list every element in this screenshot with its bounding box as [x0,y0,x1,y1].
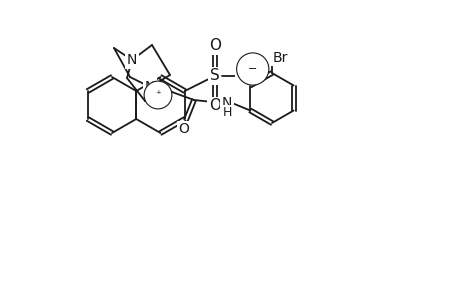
Text: ⁺: ⁺ [155,90,161,100]
Text: −: − [247,64,257,74]
Text: O: O [236,68,248,83]
Text: O: O [178,122,189,136]
Text: Br: Br [272,51,287,65]
Text: N: N [221,96,232,110]
Text: N: N [145,80,155,94]
Text: N: N [127,53,137,67]
Text: H: H [222,106,231,119]
Text: O: O [208,38,220,53]
Text: O: O [208,98,220,113]
Text: S: S [209,68,219,83]
